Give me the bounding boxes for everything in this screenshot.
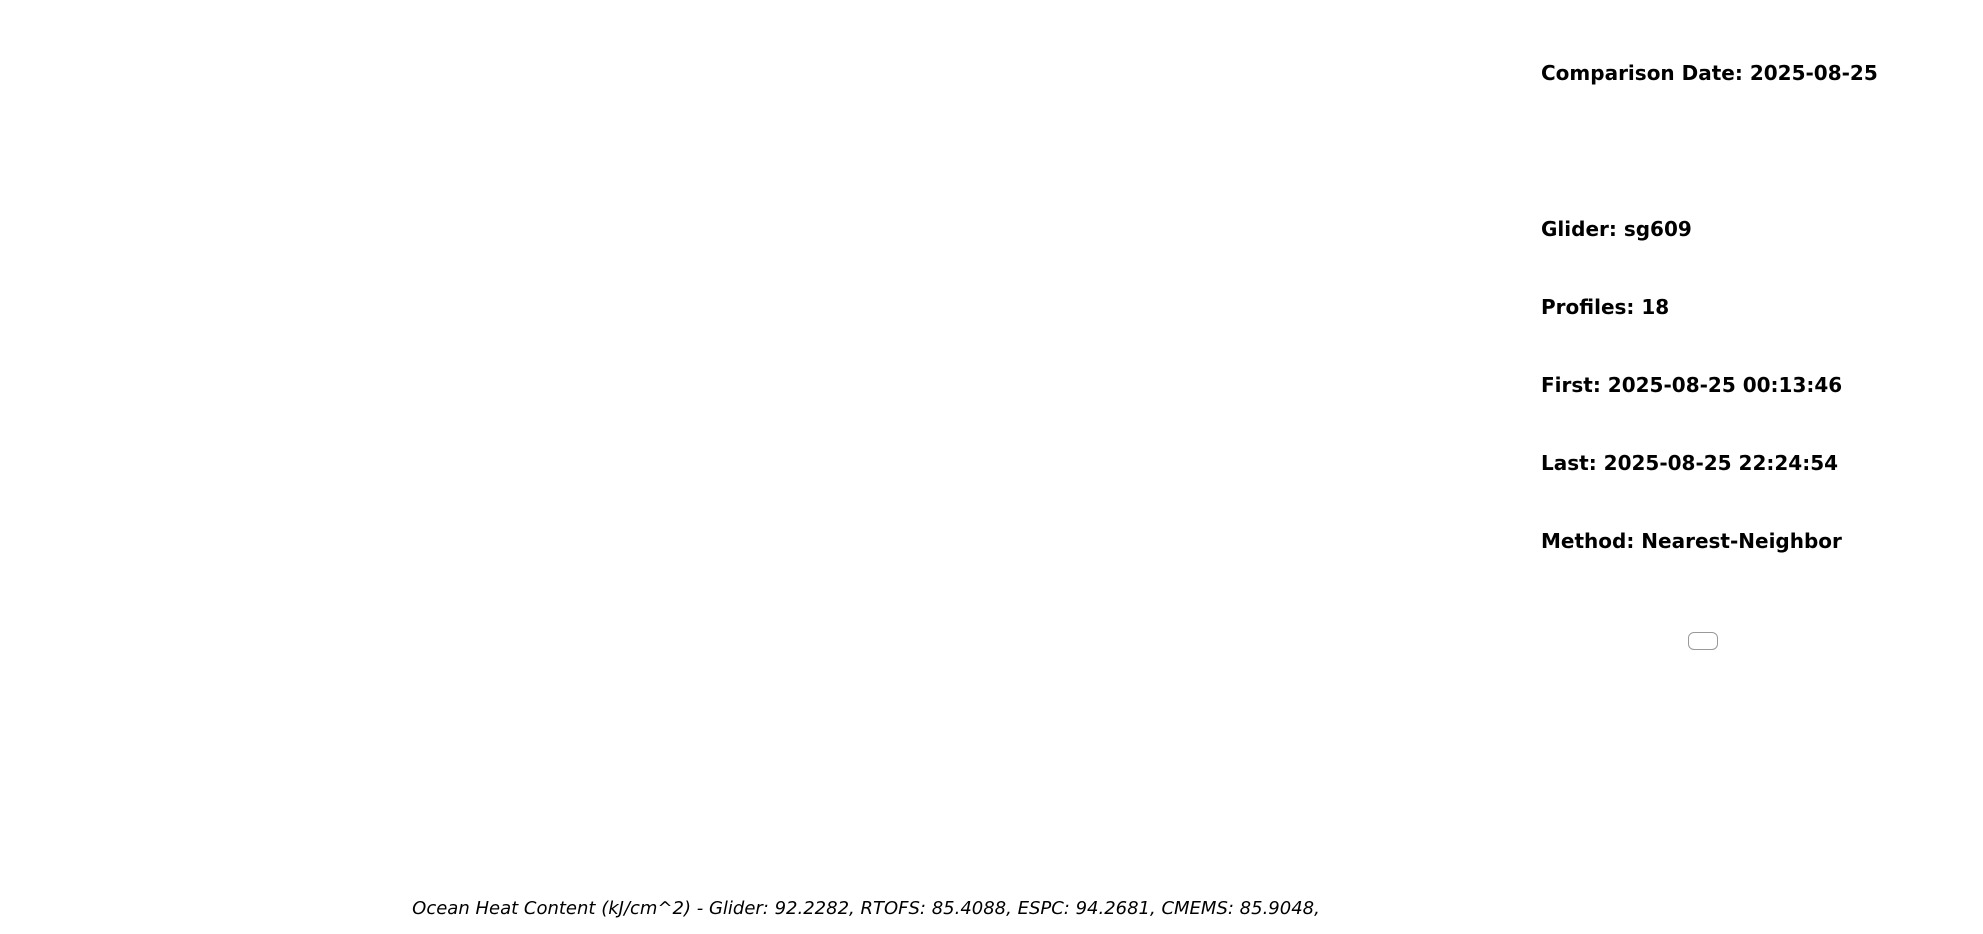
first-profile-text: First: 2025-08-25 00:13:46 bbox=[1541, 373, 1843, 397]
comparison-date-text: Comparison Date: 2025-08-25 bbox=[1541, 61, 1878, 85]
ocean-heat-content-caption: Ocean Heat Content (kJ/cm^2) - Glider: 9… bbox=[412, 898, 1320, 919]
glider-text: Glider: sg609 bbox=[1541, 217, 1692, 241]
info-panel: Comparison Date: 2025-08-25 Glider: sg60… bbox=[1541, 8, 1878, 606]
info-gap bbox=[1541, 138, 1878, 164]
last-profile-text: Last: 2025-08-25 22:24:54 bbox=[1541, 451, 1839, 475]
method-text: Method: Nearest-Neighbor bbox=[1541, 529, 1842, 553]
profiles-text: Profiles: 18 bbox=[1541, 295, 1670, 319]
legend bbox=[1688, 632, 1718, 650]
